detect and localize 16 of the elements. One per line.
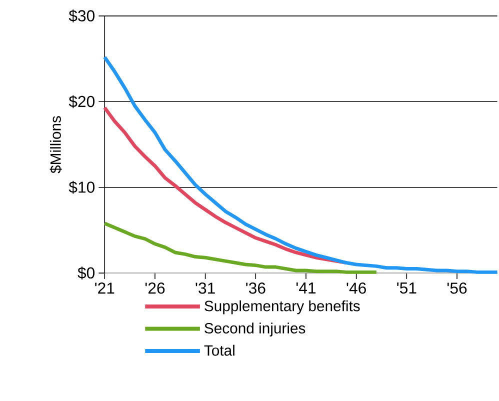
x-tick-label: '41 <box>296 282 316 294</box>
legend-label: Second injuries <box>204 322 306 337</box>
x-tick-label: '26 <box>145 282 165 294</box>
y-tick-label: $30 <box>68 10 95 23</box>
legend-label: Total <box>204 345 234 356</box>
y-tick-label: $10 <box>68 181 95 194</box>
legend-label: Supplementary benefits <box>204 300 360 314</box>
x-tick-label: '31 <box>196 282 215 294</box>
x-tick-label: '46 <box>346 282 366 294</box>
x-tick-label: '36 <box>246 282 266 294</box>
y-tick-label: $20 <box>68 95 95 108</box>
y-axis-title: $Millions <box>50 116 62 174</box>
y-tick-label: $0 <box>78 266 95 280</box>
x-tick-label: '21 <box>95 282 114 294</box>
x-tick-label: '51 <box>397 282 416 294</box>
x-tick-label: '56 <box>447 282 467 294</box>
